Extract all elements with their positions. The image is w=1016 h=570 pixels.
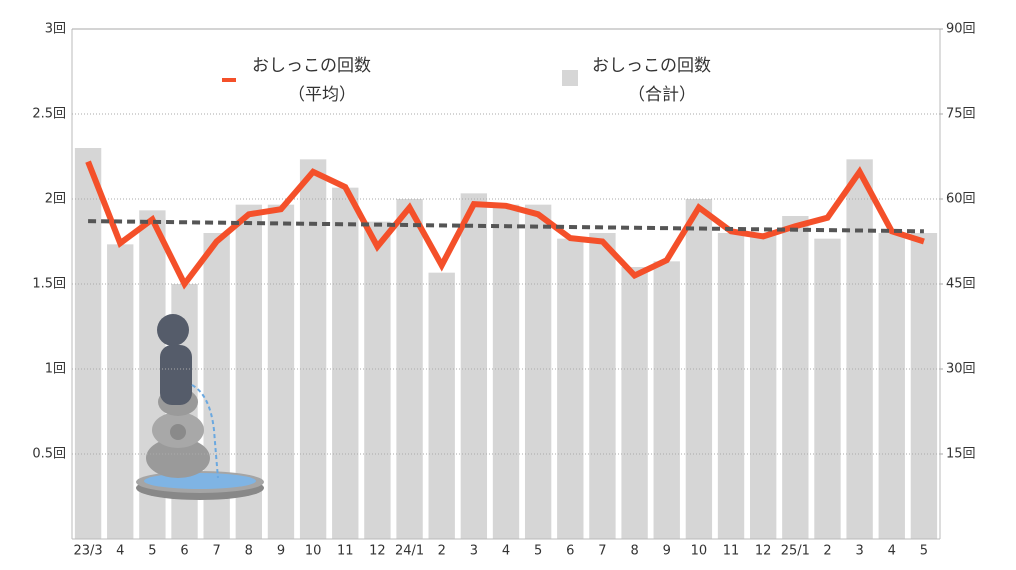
x-tick-label: 11 (337, 544, 354, 559)
x-tick-label: 3 (855, 544, 863, 559)
y2-tick-label: 15回 (946, 447, 976, 462)
x-tick-label: 5 (534, 544, 542, 559)
illustration (136, 314, 264, 500)
x-tick-label: 4 (116, 544, 124, 559)
x-tick-label: 7 (213, 544, 221, 559)
bar (557, 238, 584, 539)
x-tick-label: 5 (920, 544, 928, 559)
y2-tick-label: 75回 (946, 107, 976, 122)
bar (524, 204, 552, 539)
x-tick-label: 8 (630, 544, 638, 559)
x-tick-label: 9 (663, 544, 671, 559)
x-tick-label: 8 (245, 544, 253, 559)
x-tick-label: 24/1 (395, 544, 424, 559)
x-tick-label: 6 (180, 544, 188, 559)
bar (299, 159, 327, 540)
bar (589, 233, 616, 539)
y2-tick-label: 30回 (946, 362, 976, 377)
x-tick-label: 12 (755, 544, 772, 559)
bar (107, 244, 134, 540)
bar (267, 204, 295, 539)
bar (653, 261, 680, 539)
x-tick-label: 4 (502, 544, 510, 559)
legend-note: （平均） (288, 85, 356, 105)
y-tick-label: 3回 (45, 22, 66, 37)
legend-note: （合計） (628, 85, 696, 105)
bar (621, 267, 648, 539)
y2-tick-label: 60回 (946, 192, 976, 207)
y-tick-label: 1回 (45, 362, 66, 377)
x-tick-label: 3 (470, 544, 478, 559)
x-tick-label: 12 (369, 544, 386, 559)
y-tick-label: 1.5回 (32, 277, 66, 292)
x-tick-label: 23/3 (73, 544, 102, 559)
legend-label: おしっこの回数 (592, 56, 711, 76)
x-tick-label: 2 (438, 544, 446, 559)
bar (782, 216, 809, 539)
legend-bar-swatch (562, 70, 578, 86)
y2-tick-label: 90回 (946, 22, 976, 37)
bar (750, 233, 777, 539)
bar (332, 187, 359, 539)
y-tick-label: 2回 (45, 192, 66, 207)
y2-tick-label: 45回 (946, 277, 976, 292)
x-tick-label: 5 (148, 544, 156, 559)
bar (74, 148, 102, 539)
x-tick-label: 4 (888, 544, 896, 559)
x-tick-label: 2 (823, 544, 831, 559)
bar (846, 159, 873, 540)
bar (396, 199, 423, 539)
bar (878, 233, 905, 539)
bar (717, 233, 745, 539)
bar (428, 272, 455, 539)
bar (364, 221, 391, 539)
x-tick-label: 10 (691, 544, 708, 559)
y-tick-label: 2.5回 (32, 107, 66, 122)
legend-line-swatch (222, 78, 236, 82)
x-tick-label: 9 (277, 544, 285, 559)
y-tick-label: 0.5回 (32, 447, 66, 462)
x-tick-label: 7 (598, 544, 606, 559)
x-tick-label: 10 (305, 544, 322, 559)
bar (492, 204, 520, 539)
bar (814, 238, 841, 539)
x-tick-label: 25/1 (781, 544, 810, 559)
x-tick-label: 11 (723, 544, 740, 559)
legend-label: おしっこの回数 (252, 56, 371, 76)
trend-line (88, 219, 924, 234)
bar (910, 233, 938, 539)
x-tick-label: 6 (566, 544, 574, 559)
bar (460, 193, 488, 540)
